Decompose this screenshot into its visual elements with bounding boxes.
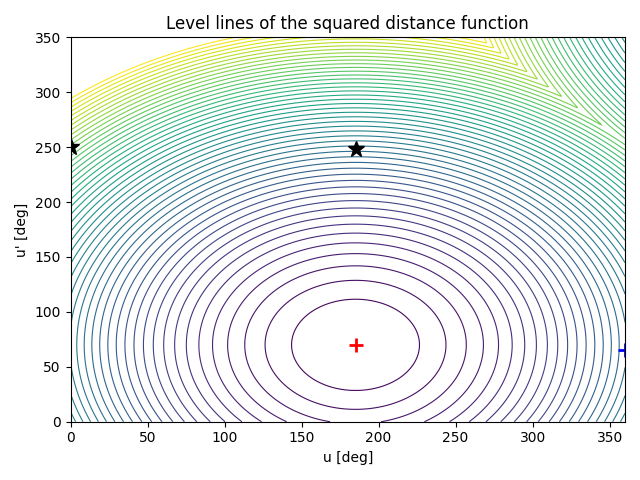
- Title: Level lines of the squared distance function: Level lines of the squared distance func…: [166, 15, 529, 33]
- X-axis label: u [deg]: u [deg]: [323, 451, 373, 465]
- Y-axis label: u' [deg]: u' [deg]: [15, 203, 29, 257]
